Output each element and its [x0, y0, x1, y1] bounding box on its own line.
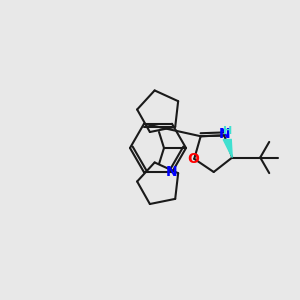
Polygon shape [223, 140, 232, 158]
Text: O: O [187, 152, 199, 166]
Text: N: N [218, 128, 230, 141]
Text: H: H [223, 125, 232, 136]
Text: N: N [166, 165, 178, 179]
